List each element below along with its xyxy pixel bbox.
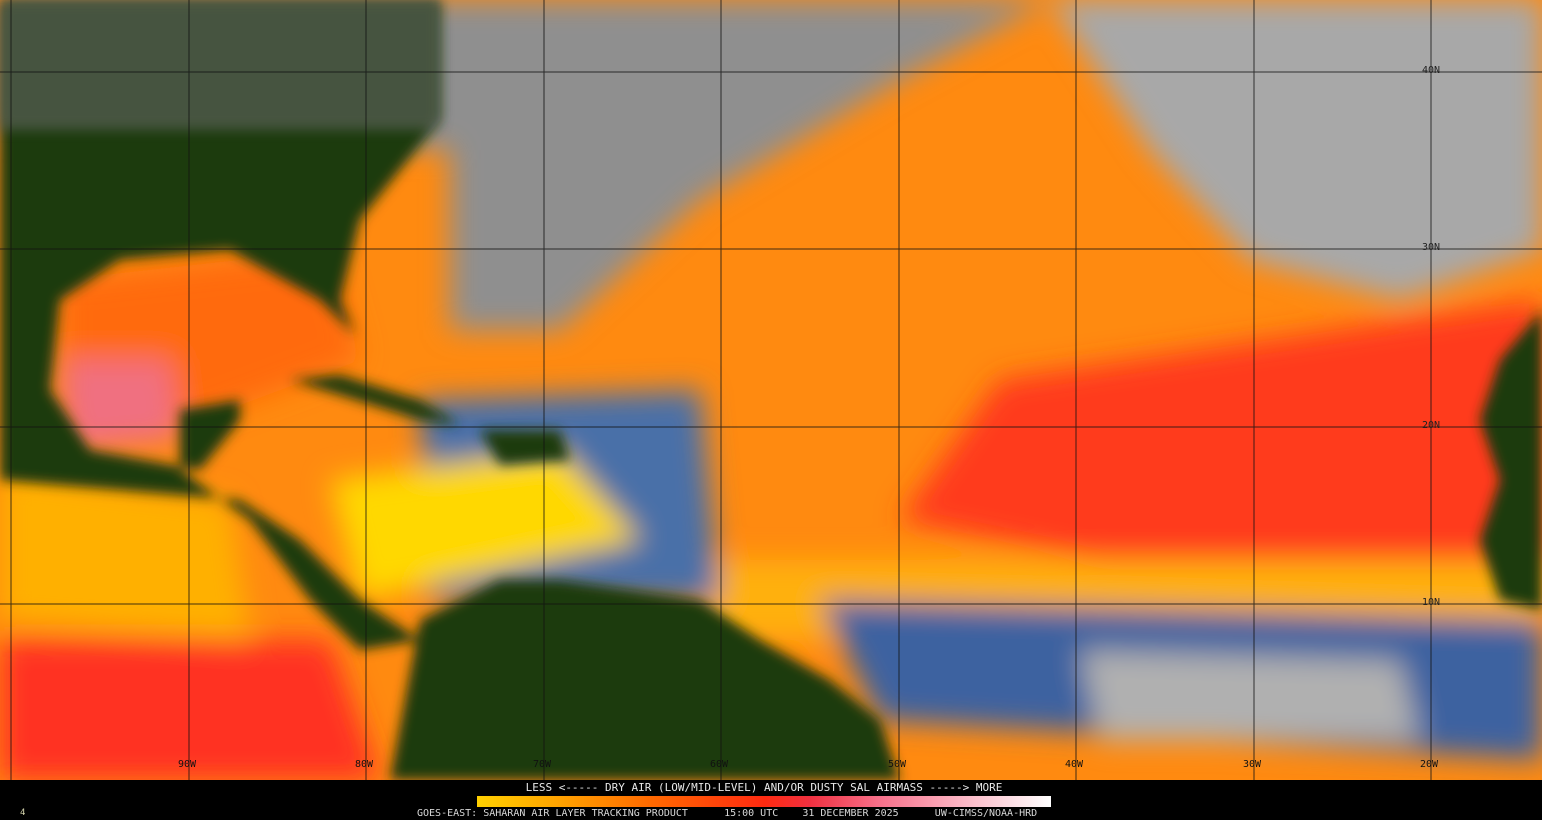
product-name: GOES-EAST: SAHARAN AIR LAYER TRACKING PR… [417,808,688,819]
land-cuba [290,375,460,425]
lon-label-20w: 20W [1420,759,1439,770]
lon-label-30w: 30W [1243,759,1262,770]
date-stamp: 31 DECEMBER 2025 [802,808,899,819]
lat-label-30n: 30N [1422,242,1441,253]
lat-lon-grid [0,0,1542,780]
land-africa [1480,310,1542,610]
lat-label-20n: 20N [1422,420,1441,431]
land-us-overlay [0,0,440,130]
time-stamp: 15:00 UTC [724,808,779,819]
cloud-band-ne [1050,0,1542,300]
lon-label-80w: 80W [355,759,374,770]
credit: UW-CIMSS/NOAA-HRD [934,808,1038,819]
lat-label-40n: 40N [1422,65,1441,76]
corner-mark: 4 [20,808,26,818]
footer: GOES-EAST: SAHARAN AIR LAYER TRACKING PR… [417,808,1037,819]
lon-label-40w: 40W [1065,759,1084,770]
lon-label-70w: 70W [533,759,552,770]
legend-title: LESS <----- DRY AIR (LOW/MID-LEVEL) AND/… [525,781,1003,794]
land-north-america [0,0,440,650]
lon-label-50w: 50W [888,759,907,770]
lon-label-60w: 60W [710,759,729,770]
land-south-america [390,580,900,780]
legend-color-scale [477,796,1051,807]
cloud-patch-se [1080,650,1420,740]
dry-yellow-caribbean [330,450,640,600]
satellite-map [0,0,1542,780]
pacific-red [0,640,380,780]
pacific-yellow [0,470,250,640]
dry-air-red-region [900,300,1542,560]
lat-label-10n: 10N [1422,597,1441,608]
land-hispaniola [480,430,570,465]
lon-label-90w: 90W [178,759,197,770]
